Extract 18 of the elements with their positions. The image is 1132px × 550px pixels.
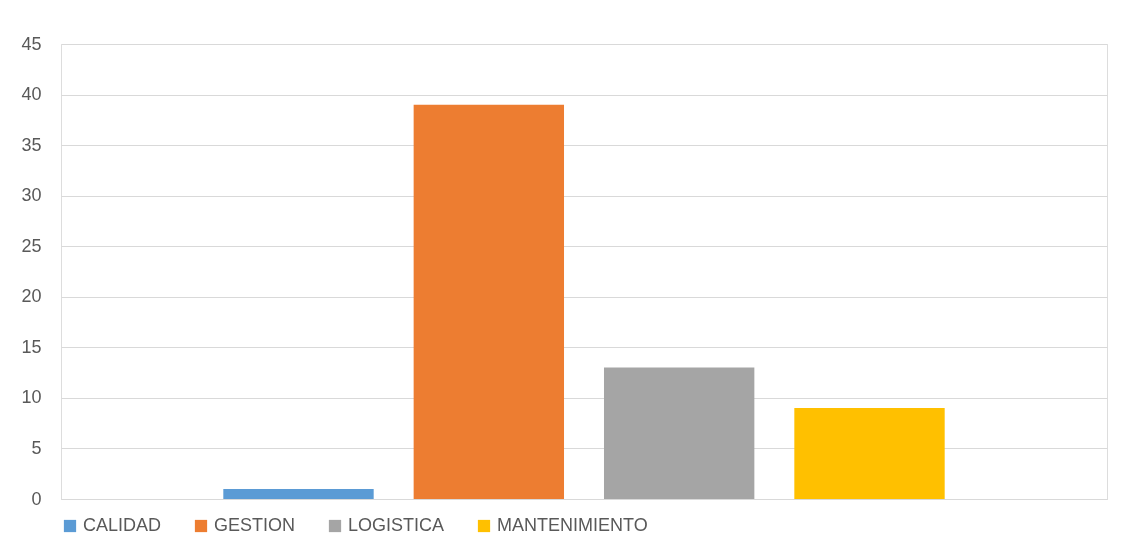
bar [223,488,374,499]
y-tick-label: 40 [21,84,42,105]
legend-label: CALIDAD [83,515,162,535]
legend-label: GESTION [214,515,296,535]
y-tick-label: 10 [21,387,42,408]
legend-label: LOGISTICA [348,515,445,535]
bar [603,367,755,499]
y-tick-label: 35 [21,134,42,155]
bar [413,104,565,499]
y-tick-label: 15 [21,336,42,357]
y-tick-label: 25 [21,235,42,256]
y-tick-label: 5 [31,437,42,458]
legend-label: MANTENIMIENTO [497,515,648,535]
y-tick-label: 30 [21,185,42,206]
bar [794,408,945,499]
y-tick-label: 0 [31,488,42,509]
y-tick-label: 20 [21,286,42,307]
y-tick-label: 45 [21,33,42,54]
